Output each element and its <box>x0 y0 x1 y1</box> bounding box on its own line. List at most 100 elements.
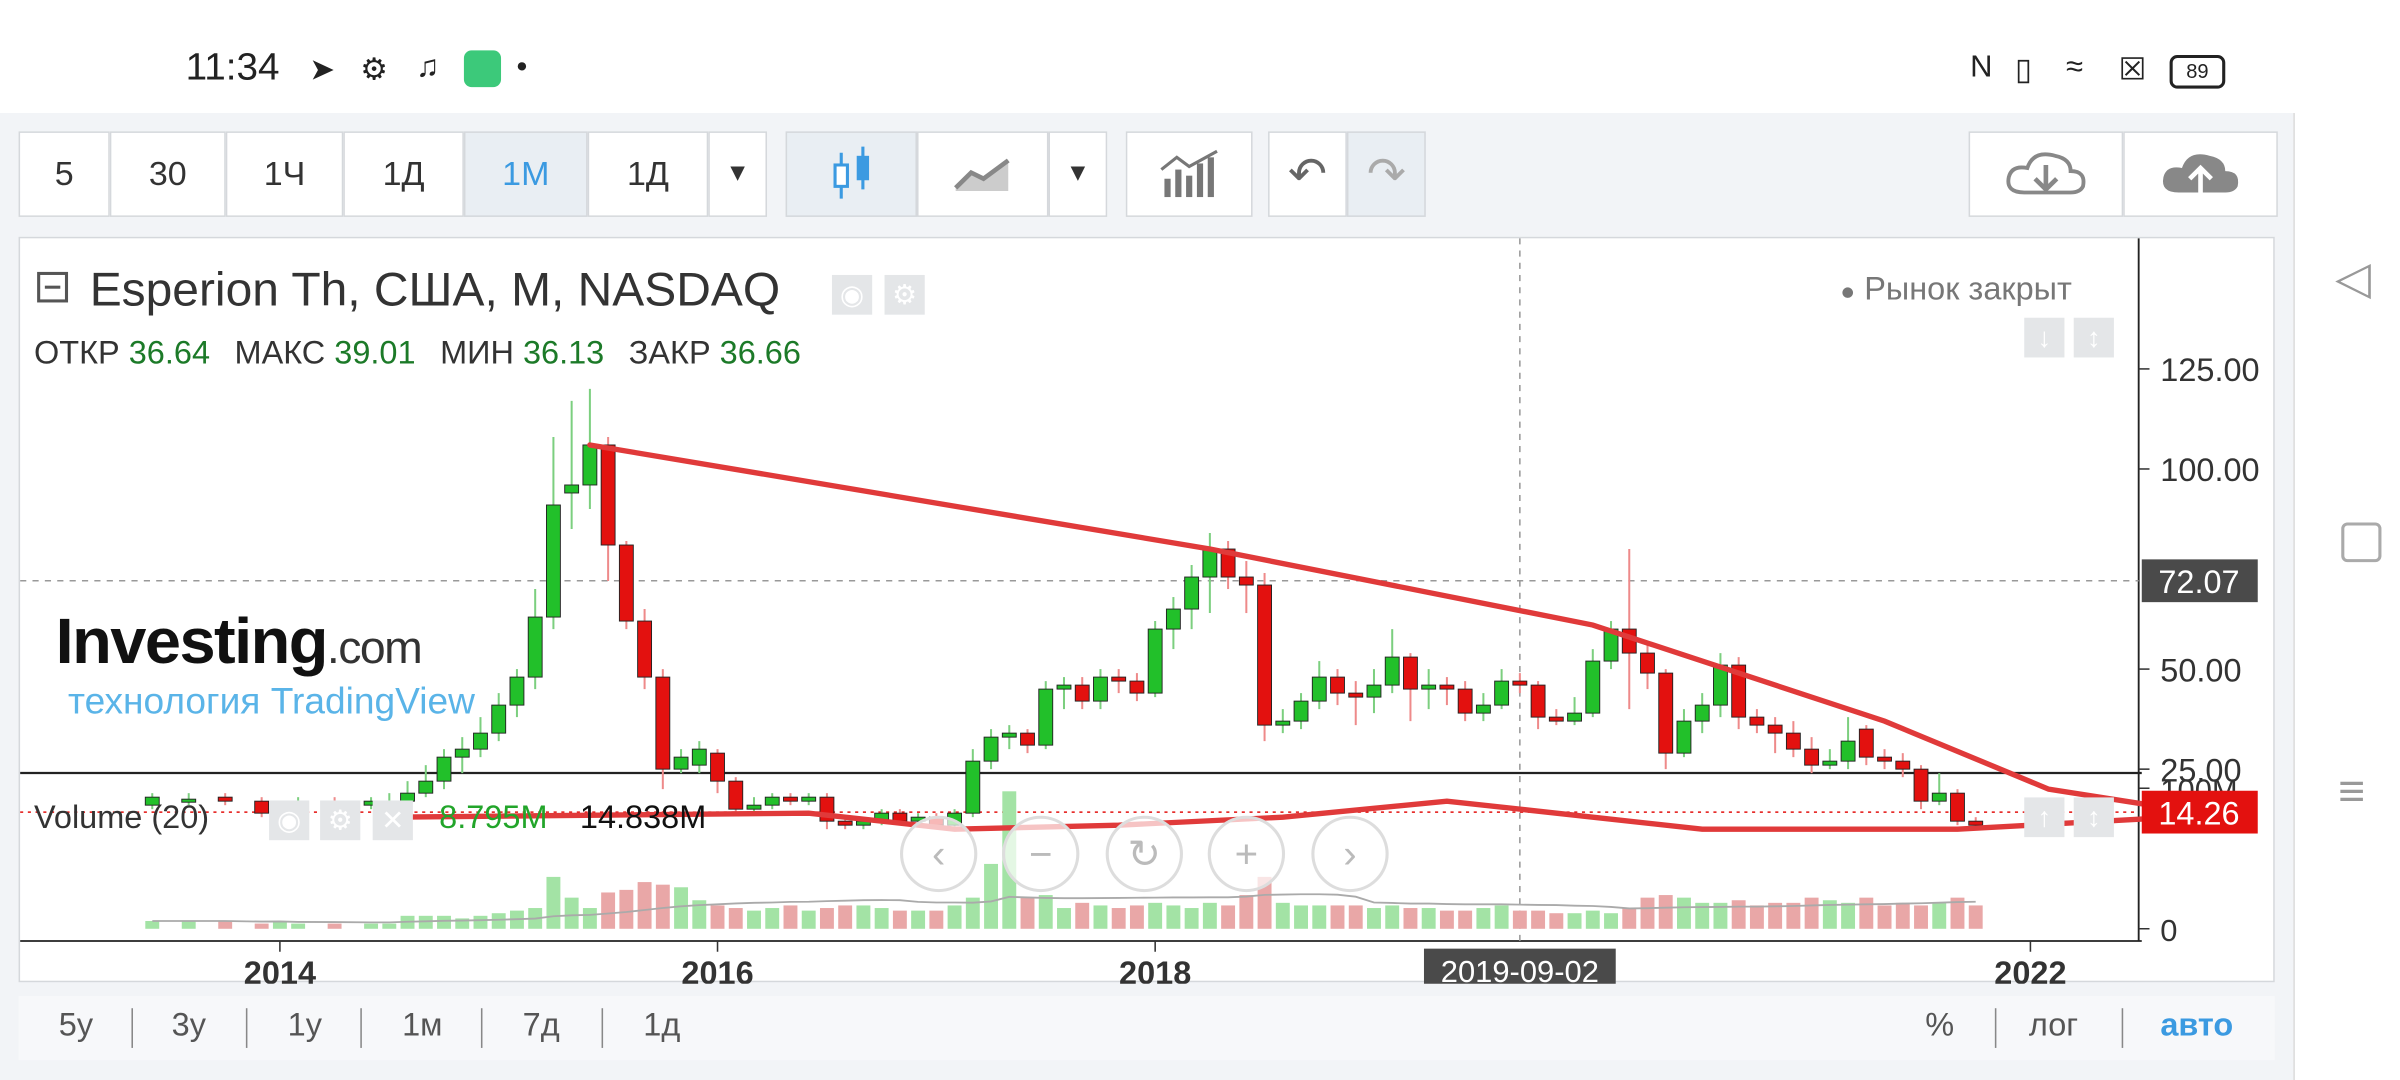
candle-body <box>1074 684 1090 702</box>
volume-bar <box>1786 902 1801 929</box>
range-1d[interactable]: 1д <box>643 1008 681 1044</box>
candle-body <box>217 796 233 802</box>
zoom-out-button[interactable]: − <box>1002 815 1080 893</box>
candle-body <box>564 484 580 494</box>
candlestick-icon <box>832 146 869 199</box>
redo-button[interactable]: ↷ <box>1346 131 1426 217</box>
volume-bar <box>1731 900 1746 929</box>
candle-body <box>1640 652 1655 674</box>
auto-scale-toggle[interactable]: авто <box>2160 1008 2234 1044</box>
volume-bar <box>801 910 816 929</box>
volume-bar <box>1458 910 1473 929</box>
volume-eye-icon[interactable]: ◉ <box>269 800 310 841</box>
crosshair-date-label: 2019-09-02 <box>1423 948 1616 984</box>
candle-body <box>1020 732 1035 746</box>
candle-body <box>1785 732 1801 750</box>
candle-body <box>710 752 725 782</box>
volume-bar <box>1439 910 1454 929</box>
telegram-icon: ➤ <box>309 53 336 88</box>
cloud-download-button[interactable] <box>1968 131 2124 217</box>
cloud-upload-button[interactable] <box>2123 131 2278 217</box>
volume-bar <box>546 876 561 929</box>
candle-body <box>1366 684 1382 698</box>
volume-bar <box>382 923 397 929</box>
candle-body <box>1494 680 1510 706</box>
percent-scale-toggle[interactable]: % <box>1925 1008 1955 1044</box>
interval-dropdown-button[interactable]: 1Д <box>587 131 709 217</box>
volume-bar <box>1567 913 1582 929</box>
range-5y[interactable]: 5y <box>58 1008 94 1044</box>
range-7d[interactable]: 7д <box>522 1008 560 1044</box>
nfc-icon: N <box>1970 50 1993 85</box>
style-caret-button[interactable]: ▼ <box>1048 131 1108 217</box>
volume-bar <box>1494 905 1509 929</box>
volume-arrows-updown-icon[interactable]: ↕ <box>2073 797 2114 838</box>
crosshair-price-label: 72.07 <box>2141 559 2258 603</box>
recents-nav-icon[interactable]: ≡ <box>2338 766 2366 818</box>
eye-icon[interactable]: ◉ <box>831 274 873 315</box>
scroll-left-button[interactable]: ‹ <box>900 815 978 893</box>
volume-close-icon[interactable]: ✕ <box>372 800 413 841</box>
volume-bar <box>1932 902 1947 929</box>
back-nav-icon[interactable]: ◁ <box>2335 253 2371 304</box>
volume-bar <box>364 923 379 929</box>
volume-bar <box>1129 905 1144 929</box>
indicators-button[interactable] <box>1125 131 1253 217</box>
candle-body <box>418 780 434 794</box>
volume-bar <box>619 889 634 929</box>
logo-brand: Investing <box>55 604 329 677</box>
candle-body <box>1968 820 1984 826</box>
volume-bar <box>455 918 470 929</box>
interval-1h-button[interactable]: 1Ч <box>225 131 344 217</box>
volume-bar <box>1239 895 1254 929</box>
volume-bar <box>1257 876 1272 929</box>
undo-button[interactable]: ↶ <box>1268 131 1347 217</box>
ohlc-legend: ОТКР 36.64 МАКС 39.01 МИН 36.13 ЗАКР 36.… <box>34 336 801 373</box>
divider <box>360 1008 362 1048</box>
range-1m[interactable]: 1м <box>402 1008 443 1044</box>
range-3y[interactable]: 3y <box>171 1008 206 1044</box>
volume-bar <box>1403 908 1418 929</box>
zoom-in-button[interactable]: + <box>1207 815 1286 893</box>
low-label: МИН <box>440 336 514 372</box>
reset-button[interactable]: ↻ <box>1105 815 1183 893</box>
range-1y[interactable]: 1y <box>287 1008 322 1044</box>
market-status-text: Рынок закрыт <box>1864 271 2072 308</box>
candle-body <box>983 736 999 762</box>
home-nav-icon[interactable] <box>2341 522 2382 563</box>
volume-bar <box>1348 905 1363 929</box>
settings-icon[interactable]: ⚙ <box>884 274 925 315</box>
volume-bar <box>1421 908 1436 929</box>
arrows-updown-icon[interactable]: ↕ <box>2073 317 2114 358</box>
candles-style-button[interactable] <box>785 131 918 217</box>
volume-bar <box>929 910 944 929</box>
chart-container[interactable]: 125.00 100.00 50.00 25.00 100M 0 2014 2016 2018 2… <box>18 236 2276 984</box>
interval-1m-button[interactable]: 1М <box>463 131 588 217</box>
interval-5-button[interactable]: 5 <box>18 131 110 217</box>
volume-settings-icon[interactable]: ⚙ <box>320 800 361 841</box>
interval-1d-button[interactable]: 1Д <box>343 131 464 217</box>
interval-30-button[interactable]: 30 <box>109 131 226 217</box>
volume-bar <box>1677 897 1691 929</box>
volume-arrow-up-icon[interactable]: ↑ <box>2024 797 2065 838</box>
volume-bar <box>601 892 616 929</box>
arrow-down-icon[interactable]: ↓ <box>2024 317 2065 358</box>
volume-bar <box>1512 910 1527 929</box>
candle-body <box>1475 704 1491 714</box>
minus-icon: − <box>1028 830 1053 877</box>
candle-body <box>1311 676 1327 702</box>
candle-body <box>783 796 798 802</box>
undo-arrow-icon: ↶ <box>1288 148 1327 200</box>
interval-caret-button[interactable]: ▼ <box>708 131 768 217</box>
high-value: 39.01 <box>334 336 416 372</box>
scroll-right-button[interactable]: › <box>1311 815 1389 893</box>
divider <box>245 1008 248 1048</box>
area-style-button[interactable] <box>917 131 1049 217</box>
collapse-legend-icon[interactable] <box>37 271 69 303</box>
candle-body <box>673 756 689 770</box>
candle-body <box>473 732 488 750</box>
volume-bar <box>1640 897 1655 929</box>
log-scale-toggle[interactable]: лог <box>2028 1008 2079 1044</box>
candle-body <box>1548 716 1564 722</box>
